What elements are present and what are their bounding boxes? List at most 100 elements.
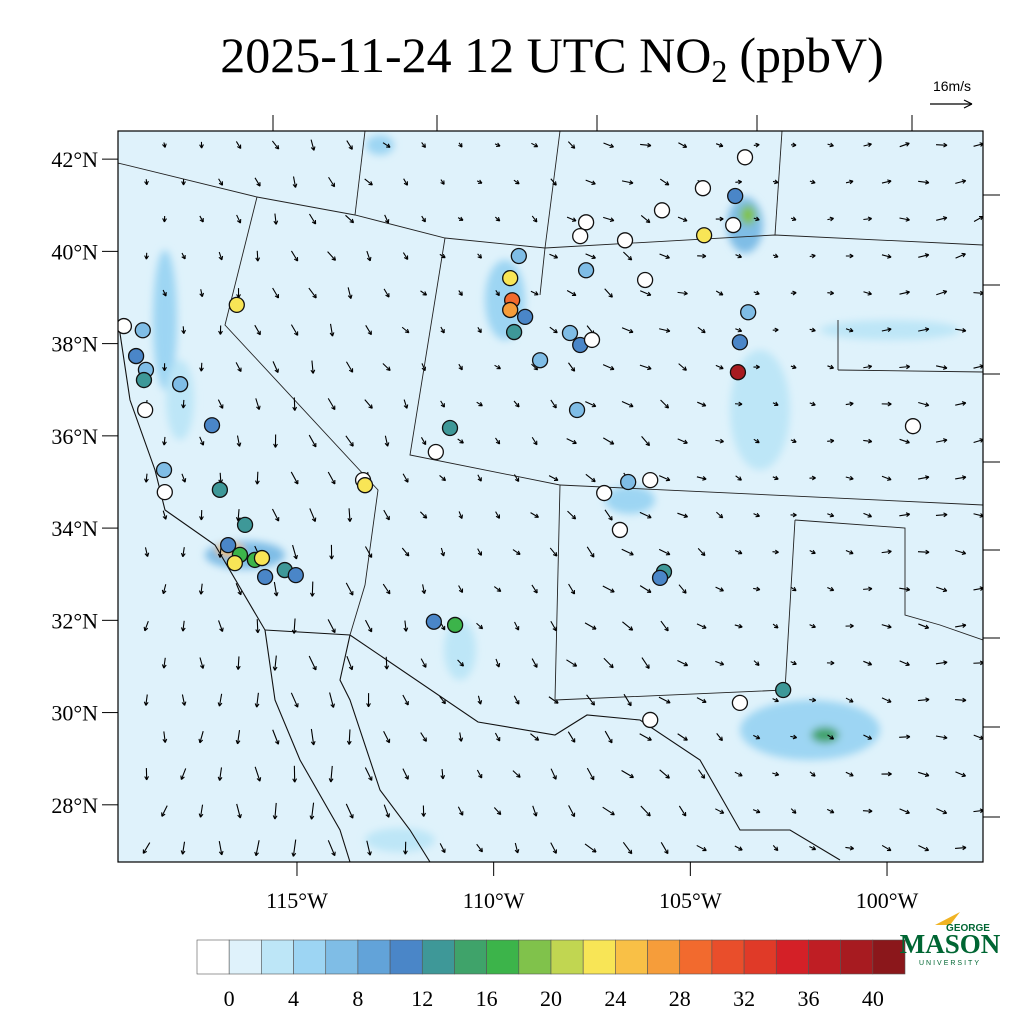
- wind-arrow: [345, 582, 354, 596]
- wind-arrow: [457, 659, 465, 667]
- wind-arrow: [623, 693, 632, 707]
- wind-arrow: [421, 805, 427, 817]
- wind-arrow: [827, 512, 835, 518]
- wind-arrow: [678, 805, 687, 817]
- wind-arrow: [476, 179, 483, 184]
- wind-arrow: [734, 401, 743, 407]
- wind-arrow: [752, 808, 761, 814]
- wind-arrow: [292, 176, 298, 188]
- wind-arrow: [955, 179, 967, 184]
- wind-arrow: [935, 438, 948, 443]
- wind-arrow: [550, 620, 557, 632]
- wind-arrow: [440, 547, 446, 557]
- wind-arrow: [382, 363, 391, 372]
- wind-arrow: [640, 290, 652, 297]
- y-tick-label: 28°N: [51, 793, 98, 818]
- wind-arrow: [935, 660, 948, 666]
- wind-arrow: [458, 363, 463, 371]
- colorbar-box: [454, 939, 487, 975]
- colorbar-box: [647, 939, 681, 975]
- wind-arrow: [419, 511, 428, 519]
- wind-arrow: [935, 512, 948, 518]
- wind-arrow: [494, 732, 501, 742]
- axes: 42°N 40°N 38°N 36°N 34°N 32°N 30°N 28°N 115°W 110…: [51, 147, 918, 913]
- wind-arrow: [715, 216, 724, 222]
- wind-arrow: [161, 657, 167, 669]
- wind-arrow: [273, 581, 279, 597]
- wind-arrow: [827, 290, 835, 296]
- colorbar: 0 4 8 12 16 20 24 28 32 36 40: [196, 939, 906, 1011]
- wind-arrow: [458, 585, 464, 594]
- wind-arrow: [715, 808, 725, 814]
- wind-arrow: [162, 731, 168, 743]
- wind-arrow: [494, 216, 501, 222]
- station: [653, 202, 671, 219]
- wind-arrow: [531, 584, 538, 594]
- wind-arrow: [272, 655, 278, 671]
- wind-arrow: [753, 142, 760, 148]
- wind-arrow: [753, 586, 761, 592]
- wind-arrow: [935, 365, 948, 370]
- wind-arrow: [827, 216, 834, 222]
- wind-arrow: [567, 510, 577, 520]
- wind-arrow: [162, 142, 167, 148]
- wind-arrow: [531, 215, 538, 223]
- wind-arrow: [383, 730, 391, 744]
- wind-arrow: [696, 697, 707, 704]
- station: [127, 347, 145, 365]
- wind-arrow: [696, 476, 707, 481]
- wind-arrow: [143, 694, 149, 706]
- wind-arrow: [845, 253, 854, 259]
- wind-arrow: [622, 841, 633, 855]
- wind-arrow: [863, 216, 873, 222]
- colorbar-tick-label: 0: [224, 986, 235, 1011]
- wind-arrow: [698, 769, 706, 779]
- wind-arrow: [641, 436, 651, 447]
- wind-arrow: [899, 660, 910, 667]
- wind-arrow: [290, 250, 299, 262]
- wind-arrow: [845, 475, 854, 481]
- wind-arrow: [310, 139, 316, 151]
- wind-arrow: [955, 845, 967, 851]
- wind-arrow: [513, 695, 520, 705]
- wind-arrow: [585, 473, 596, 483]
- wind-arrow: [440, 400, 445, 408]
- wind-arrow: [568, 805, 576, 818]
- wind-arrow: [272, 729, 280, 745]
- wind-arrow: [364, 399, 373, 409]
- wind-arrow: [440, 769, 446, 780]
- wind-arrow: [772, 253, 779, 259]
- wind-arrow: [180, 547, 186, 558]
- wind-arrow: [603, 142, 614, 149]
- station: [136, 401, 154, 419]
- wind-arrow: [291, 839, 297, 857]
- wind-arrow: [254, 766, 262, 782]
- wind-arrow: [476, 401, 483, 407]
- wind-arrow: [584, 622, 597, 630]
- wind-arrow: [899, 808, 910, 815]
- wind-arrow: [272, 361, 279, 374]
- wind-arrow: [345, 435, 354, 447]
- wind-arrow: [143, 620, 149, 632]
- title-suffix: (ppbV): [739, 27, 883, 83]
- wind-arrow: [899, 290, 910, 295]
- colorbar-box: [261, 939, 294, 975]
- wind-arrow: [402, 694, 409, 706]
- wind-arrow: [809, 327, 816, 333]
- wind-arrow: [421, 215, 426, 223]
- station: [577, 262, 595, 279]
- wind-arrow: [383, 288, 390, 298]
- wind-arrow: [753, 438, 760, 444]
- colorbar-tick-label: 20: [540, 986, 562, 1011]
- wind-arrow: [162, 363, 167, 372]
- wind-arrow: [772, 623, 779, 629]
- wind-arrow: [272, 287, 280, 299]
- wind-arrow: [881, 254, 892, 259]
- wind-arrow: [863, 734, 873, 740]
- wind-arrow: [881, 179, 892, 185]
- wind-arrow: [678, 142, 688, 148]
- colorbar-box: [325, 939, 359, 975]
- wind-arrow: [677, 290, 688, 296]
- wind-arrow: [476, 769, 483, 779]
- wind-arrow: [403, 620, 409, 632]
